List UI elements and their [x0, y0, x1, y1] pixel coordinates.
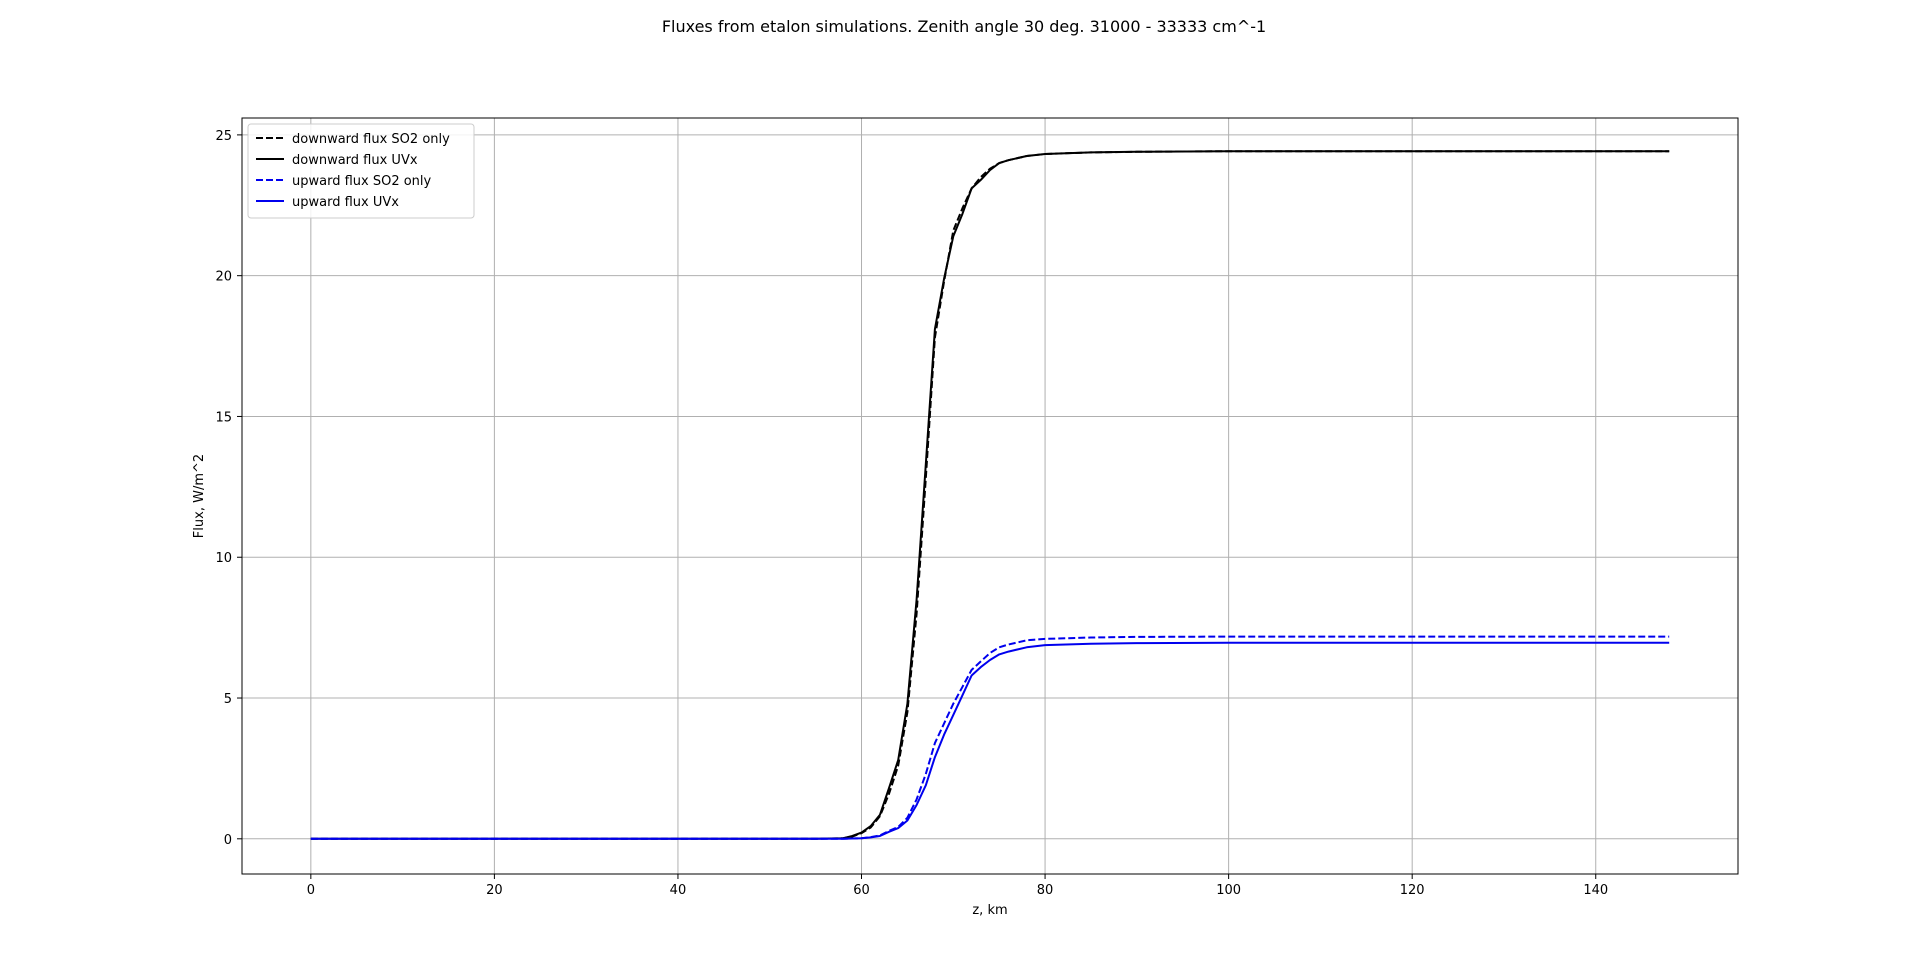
x-tick-label: 100: [1216, 883, 1241, 898]
x-tick-label: 140: [1583, 883, 1608, 898]
x-tick-label: 40: [670, 883, 687, 898]
plot-frame: [241, 117, 1739, 875]
legend-box: [247, 123, 475, 219]
legend-label: upward flux SO2 only: [292, 174, 432, 189]
x-tick-label: 80: [1037, 883, 1054, 898]
legend-label: upward flux UVx: [292, 195, 399, 210]
grid: [242, 118, 1738, 874]
series-line-1: [310, 150, 1670, 840]
chart-title: Fluxes from etalon simulations. Zenith a…: [662, 17, 1266, 36]
legend-label: downward flux SO2 only: [292, 132, 450, 147]
y-tick-label: 10: [215, 551, 232, 566]
series-layer: [310, 150, 1670, 840]
legend: downward flux SO2 only downward flux UVx u…: [247, 123, 475, 219]
y-tick-label: 15: [215, 410, 232, 425]
series-line-3: [310, 635, 1670, 840]
y-tick-label: 5: [224, 692, 232, 707]
x-tick-label: 120: [1400, 883, 1425, 898]
x-axis-label: z, km: [972, 903, 1007, 918]
y-tick-label: 0: [224, 833, 232, 848]
x-tick-label: 20: [486, 883, 503, 898]
y-tick-label: 20: [215, 270, 232, 285]
series-line-2: [310, 150, 1670, 840]
x-tick-label: 0: [307, 883, 315, 898]
y-tick-label: 25: [215, 129, 232, 144]
y-axis-label: Flux, W/m^2: [192, 454, 207, 538]
ticks: 0 20 40 60 80 100 120 140 0 5 10 15 20 25: [215, 129, 1608, 898]
legend-label: downward flux UVx: [292, 153, 418, 168]
x-tick-label: 60: [853, 883, 870, 898]
series-line-4: [310, 641, 1670, 840]
